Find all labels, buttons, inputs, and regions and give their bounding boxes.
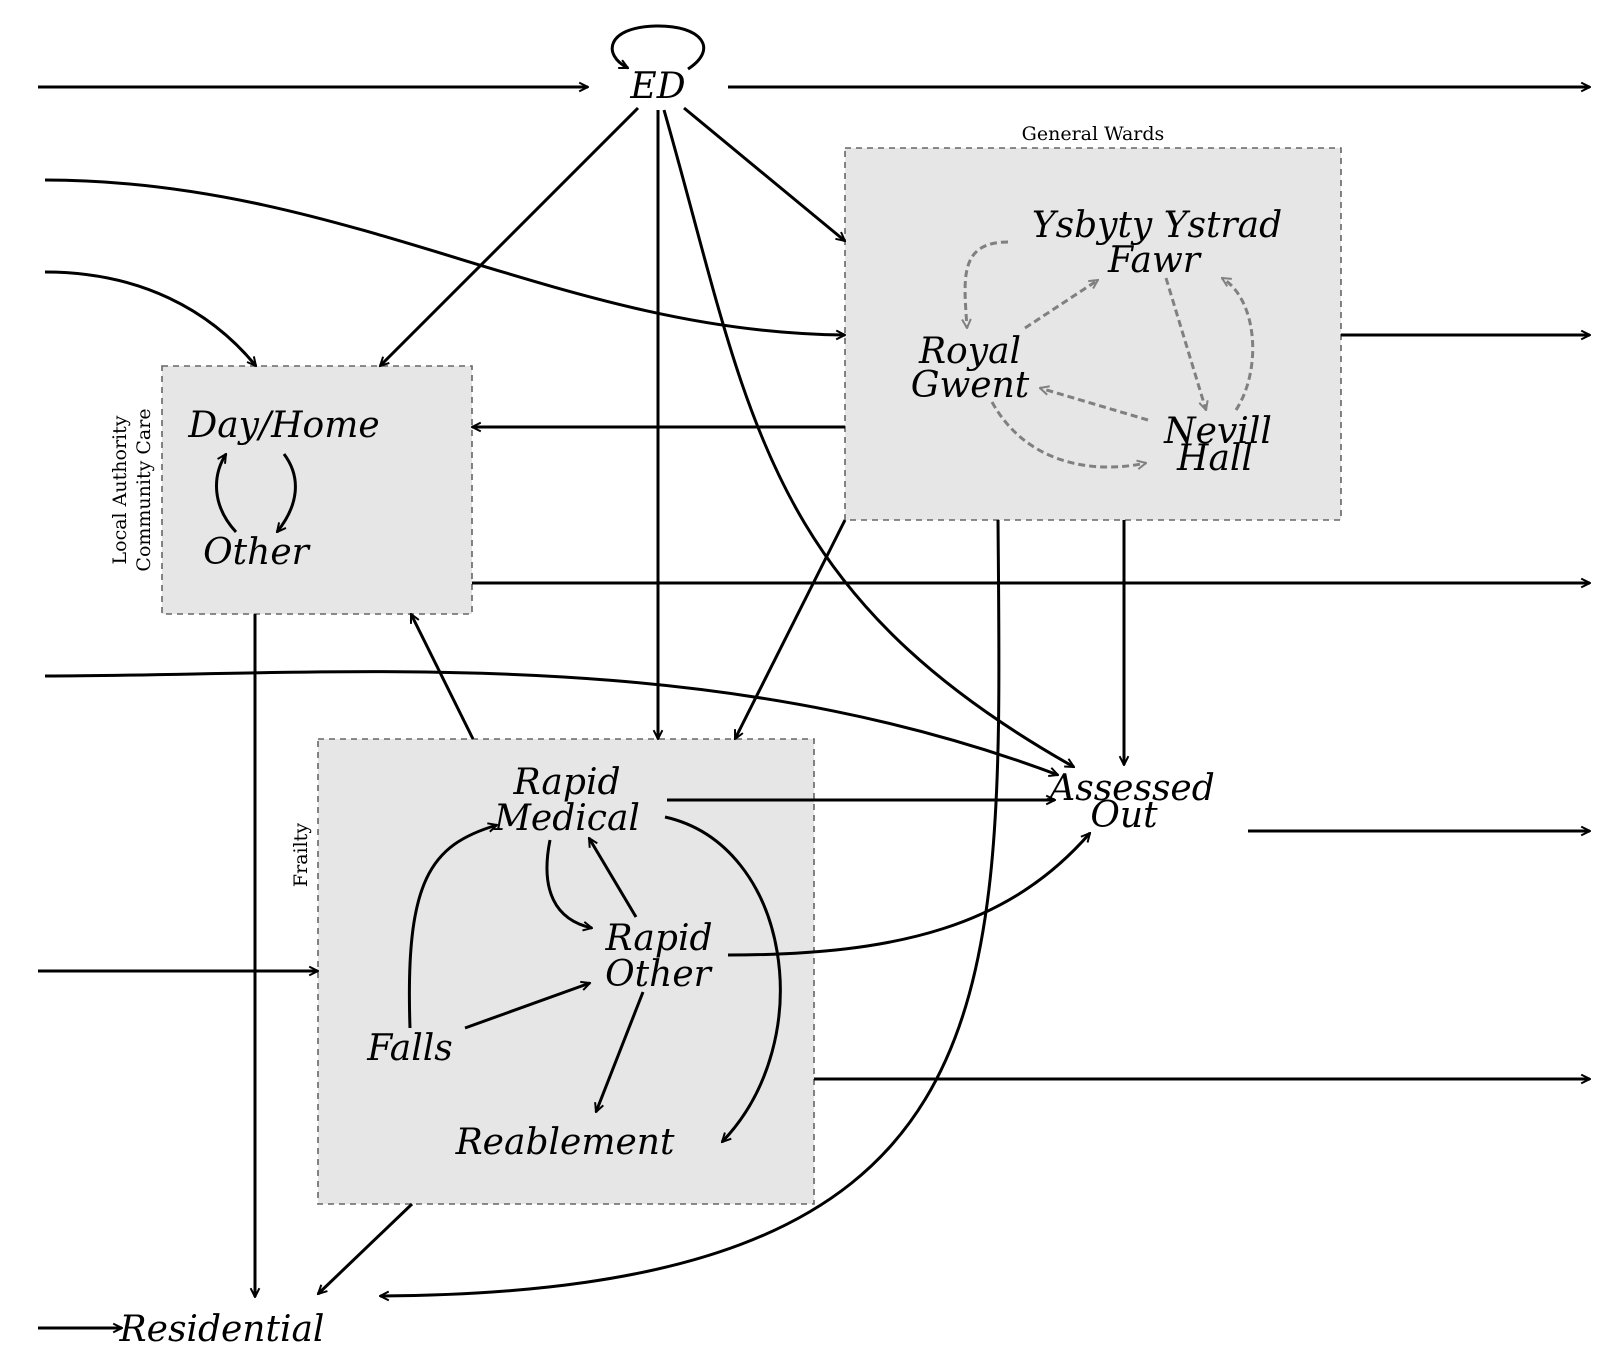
edge-ysbyty-to-royal — [965, 240, 1009, 328]
edge-other-to-dayhome — [215, 454, 238, 534]
edge-rapid-other-to-assessed-out — [727, 833, 1090, 957]
node-reablement: Reablement — [455, 1122, 675, 1163]
edge-frailty-to-residential — [318, 1202, 414, 1294]
general-wards-label: General Wards — [1022, 123, 1165, 145]
edge-nevill-to-royal — [1040, 388, 1149, 422]
edge-rapid-medical-to-rapid-other — [545, 839, 592, 928]
general-wards-box — [844, 147, 1342, 521]
node-rapid-medical-line1: Rapid — [513, 762, 621, 803]
node-rapid-other-line2: Other — [605, 954, 712, 995]
community-care-label-line1: Local Authority — [109, 415, 131, 564]
edge-falls-to-rapid-medical — [407, 825, 497, 1029]
frailty-label: Frailty — [290, 823, 312, 887]
frailty-box — [317, 738, 815, 1205]
community-care-label-line2: Community Care — [133, 408, 155, 571]
node-ed: ED — [629, 66, 685, 107]
edge-ed-to-community-care — [380, 106, 640, 366]
edge-frailty-to-community-care — [409, 614, 475, 740]
edge-ysbyty-to-nevill — [1164, 277, 1206, 410]
edge-ed-to-general-wards — [683, 106, 845, 241]
edge-rapid-other-to-rapid-medical — [587, 838, 638, 918]
node-day-home: Day/Home — [187, 405, 379, 446]
edge-wards-to-residential — [380, 519, 1001, 1296]
edge-dayhome-to-other — [277, 453, 297, 532]
node-falls: Falls — [366, 1028, 453, 1069]
node-nevill-hall-line2: Hall — [1176, 438, 1253, 479]
edge-in-community-care — [44, 270, 256, 366]
node-ysbyty-ystrad-fawr-line2: Fawr — [1107, 240, 1202, 281]
node-royal-gwent-line2: Gwent — [911, 365, 1030, 406]
edge-wards-to-frailty — [733, 519, 847, 739]
edge-in-assessed-out — [44, 670, 1058, 775]
node-ysbyty-ystrad-fawr-line1: Ysbyty Ystrad — [1032, 205, 1282, 246]
edge-ed-self-loop — [610, 24, 706, 71]
node-rapid-other-line1: Rapid — [605, 918, 713, 959]
edge-ed-to-assessed-out — [662, 109, 1074, 769]
community-care-box — [161, 365, 473, 615]
node-royal-gwent-line1: Royal — [918, 331, 1021, 372]
edge-rapid-other-to-reablement — [596, 991, 645, 1112]
edge-rapid-medical-to-reablement — [664, 815, 782, 1142]
edge-royal-to-nevill — [990, 401, 1146, 467]
edge-nevill-to-ysbyty — [1222, 276, 1255, 411]
node-other: Other — [203, 532, 310, 573]
edge-in-general-wards — [44, 178, 845, 335]
edge-falls-to-rapid-other — [464, 983, 590, 1030]
node-residential: Residential — [119, 1309, 325, 1350]
edge-royal-to-ysbyty — [1024, 278, 1098, 330]
node-assessed-out-line2: Out — [1090, 795, 1158, 836]
node-rapid-medical-line2: Medical — [493, 798, 640, 839]
node-assessed-out-line1: Assessed — [1046, 768, 1215, 809]
node-nevill-hall-line1: Nevill — [1163, 411, 1272, 452]
